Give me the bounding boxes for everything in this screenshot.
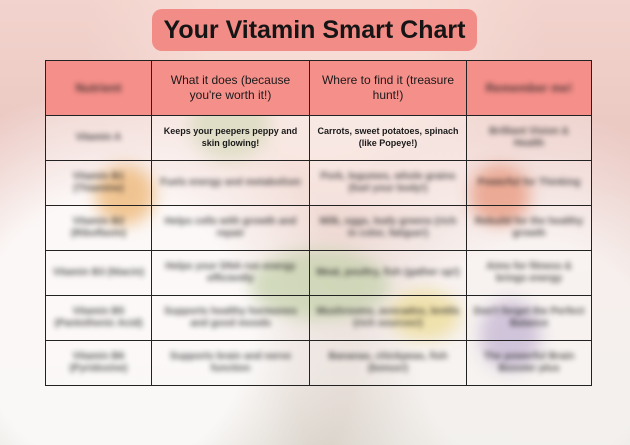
nutrient-cell: Vitamin A (45, 115, 152, 161)
function-cell: Supports brain and nerve function (151, 340, 310, 386)
function-cell: Fuels energy and metabolism (151, 160, 310, 206)
source-cell: Milk, eggs, leafy greens (rich in color,… (309, 205, 467, 251)
nutrient-cell: Vitamin B5 (Pantothenic Acid) (45, 295, 152, 341)
header-row: Nutrient What it does (because you're wo… (45, 60, 592, 116)
remember-cell: Aims for fitness & brings energy (466, 250, 592, 296)
vitamin-table: Nutrient What it does (because you're wo… (45, 60, 592, 386)
source-cell: Carrots, sweet potatoes, spinach (like P… (309, 115, 467, 161)
remember-cell: Rebuild for the healthy growth (466, 205, 592, 251)
function-cell: Helps cells with growth and repair (151, 205, 310, 251)
source-cell: Pork, legumes, whole grains (fuel your b… (309, 160, 467, 206)
header-nutrient: Nutrient (45, 60, 152, 116)
nutrient-cell: Vitamin B2 (Riboflavin) (45, 205, 152, 251)
remember-cell: Brilliant Vision & Health (466, 115, 592, 161)
page-title: Your Vitamin Smart Chart (152, 9, 477, 51)
nutrient-cell: Vitamin B1 (Thiamine) (45, 160, 152, 206)
table-row: Vitamin B5 (Pantothenic Acid) Supports h… (45, 295, 592, 341)
header-what-it-does: What it does (because you're worth it!) (151, 60, 310, 116)
header-remember: Remember me! (466, 60, 592, 116)
source-cell: Bananas, chickpeas, fish (bonus!) (309, 340, 467, 386)
function-cell: Helps your DNA run energy efficiently (151, 250, 310, 296)
table-row: Vitamin B3 (Niacin) Helps your DNA run e… (45, 250, 592, 296)
table-row: Vitamin A Keeps your peepers peppy and s… (45, 115, 592, 161)
remember-cell: Powerful for Thinking (466, 160, 592, 206)
table-row: Vitamin B2 (Riboflavin) Helps cells with… (45, 205, 592, 251)
table-row: Vitamin B1 (Thiamine) Fuels energy and m… (45, 160, 592, 206)
source-cell: Mushrooms, avocados, lentils (rich sourc… (309, 295, 467, 341)
function-cell: Keeps your peepers peppy and skin glowin… (151, 115, 310, 161)
function-cell: Supports healthy hormones and good moods (151, 295, 310, 341)
nutrient-cell: Vitamin B3 (Niacin) (45, 250, 152, 296)
table-row: Vitamin B6 (Pyridoxine) Supports brain a… (45, 340, 592, 386)
nutrient-cell: Vitamin B6 (Pyridoxine) (45, 340, 152, 386)
header-where-to-find: Where to find it (treasure hunt!) (309, 60, 467, 116)
source-cell: Meat, poultry, fish (gather up!) (309, 250, 467, 296)
remember-cell: The powerful Brain Booster plus (466, 340, 592, 386)
remember-cell: Don't forget the Perfect Balance (466, 295, 592, 341)
